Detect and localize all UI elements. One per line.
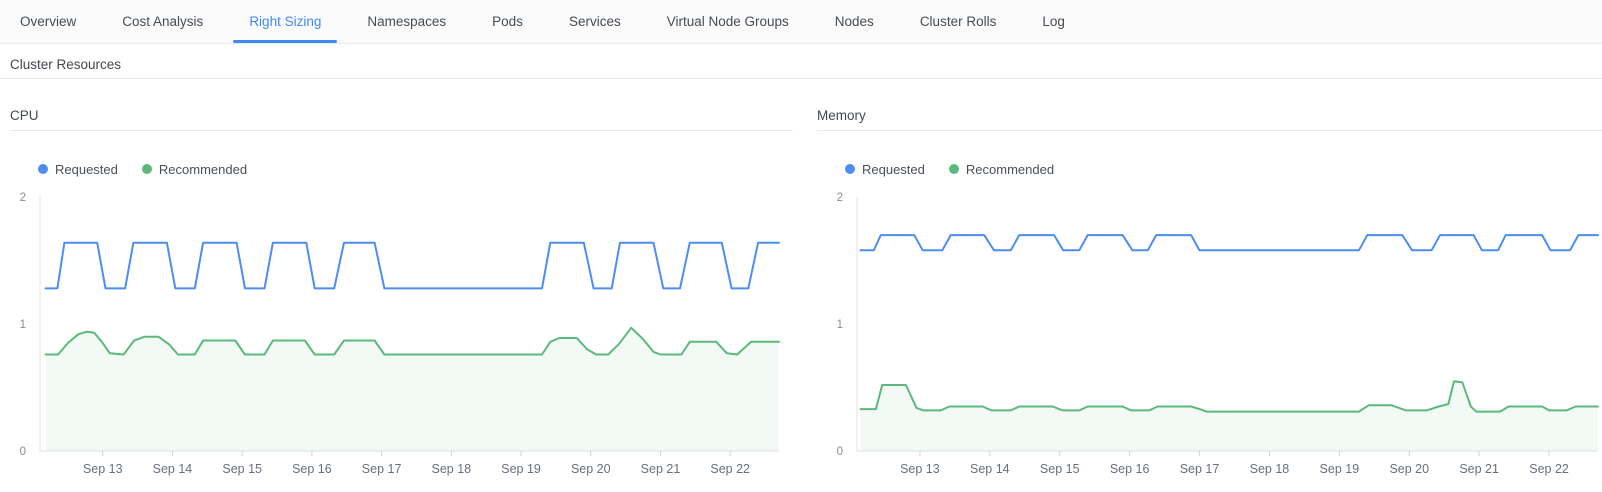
legend-label: Requested <box>862 161 925 177</box>
svg-text:Sep 15: Sep 15 <box>1040 462 1080 476</box>
legend-dot-requested-icon <box>845 164 855 175</box>
legend-label: Recommended <box>158 161 248 177</box>
svg-text:Sep 14: Sep 14 <box>153 462 193 476</box>
memory-chart-panel: Memory Requested Recommended 0 1 2 Sep 13 Sep… <box>817 79 1602 492</box>
svg-text:0: 0 <box>20 446 26 458</box>
tab-virtual-node-groups[interactable]: Virtual Node Groups <box>666 14 789 29</box>
svg-text:Sep 15: Sep 15 <box>222 462 262 476</box>
legend-dot-recommended-icon <box>948 164 959 175</box>
charts-row: CPU Requested Recommended 0 1 2 Sep 13 Sep 14… <box>0 79 1602 492</box>
svg-text:2: 2 <box>837 192 843 204</box>
svg-text:Sep 16: Sep 16 <box>292 462 332 476</box>
tab-log[interactable]: Log <box>1042 14 1065 29</box>
tab-bar: Overview Cost Analysis Right Sizing Namespa… <box>0 0 1602 44</box>
svg-text:Sep 17: Sep 17 <box>362 462 402 476</box>
legend-item-recommended[interactable]: Recommended <box>948 161 1055 177</box>
memory-chart-legend: Requested Recommended <box>817 161 1602 178</box>
tab-right-sizing[interactable]: Right Sizing <box>233 0 338 43</box>
svg-text:2: 2 <box>20 192 26 204</box>
section-title: Cluster Resources <box>10 57 122 72</box>
tab-pods[interactable]: Pods <box>492 14 523 29</box>
memory-chart: 0 1 2 Sep 13 Sep 14 Sep 15 Sep 16 Sep 17 Sep 18 S… <box>837 192 1599 476</box>
svg-text:Sep 14: Sep 14 <box>970 462 1010 476</box>
svg-text:Sep 20: Sep 20 <box>1389 462 1429 476</box>
tab-nodes[interactable]: Nodes <box>834 14 874 29</box>
cpu-chart-legend: Requested Recommended <box>10 161 793 178</box>
svg-text:Sep 21: Sep 21 <box>1459 462 1499 476</box>
memory-chart-title: Memory <box>817 107 1602 131</box>
tab-services[interactable]: Services <box>568 14 621 29</box>
legend-dot-recommended-icon <box>141 164 152 175</box>
svg-text:Sep 13: Sep 13 <box>83 462 123 476</box>
cpu-chart: 0 1 2 Sep 13 Sep 14 Sep 15 Sep 16 Sep 17 Sep 18 S… <box>20 192 780 476</box>
svg-text:Sep 19: Sep 19 <box>501 462 541 476</box>
legend-dot-requested-icon <box>38 164 48 175</box>
svg-text:Sep 19: Sep 19 <box>1320 462 1360 476</box>
legend-item-requested[interactable]: Requested <box>38 162 118 177</box>
legend-item-requested[interactable]: Requested <box>845 162 925 177</box>
svg-text:Sep 22: Sep 22 <box>710 462 750 476</box>
legend-item-recommended[interactable]: Recommended <box>141 161 248 177</box>
cpu-chart-title: CPU <box>10 107 793 131</box>
svg-text:1: 1 <box>20 319 26 331</box>
tab-namespaces[interactable]: Namespaces <box>367 14 447 29</box>
legend-label: Recommended <box>965 161 1055 177</box>
section-header: Cluster Resources <box>0 44 1602 79</box>
tab-overview[interactable]: Overview <box>20 14 77 29</box>
svg-text:Sep 20: Sep 20 <box>571 462 611 476</box>
tab-cost-analysis[interactable]: Cost Analysis <box>122 14 204 29</box>
legend-label: Requested <box>55 161 118 177</box>
svg-text:Sep 22: Sep 22 <box>1529 462 1569 476</box>
svg-text:Sep 21: Sep 21 <box>641 462 681 476</box>
svg-text:Sep 18: Sep 18 <box>1250 462 1290 476</box>
svg-text:1: 1 <box>837 319 843 331</box>
cpu-chart-panel: CPU Requested Recommended 0 1 2 Sep 13 Sep 14… <box>10 79 793 492</box>
svg-text:0: 0 <box>837 446 843 458</box>
svg-text:Sep 16: Sep 16 <box>1110 462 1150 476</box>
svg-text:Sep 18: Sep 18 <box>432 462 472 476</box>
svg-text:Sep 17: Sep 17 <box>1180 462 1220 476</box>
svg-text:Sep 13: Sep 13 <box>900 462 940 476</box>
tab-cluster-rolls[interactable]: Cluster Rolls <box>919 14 997 29</box>
